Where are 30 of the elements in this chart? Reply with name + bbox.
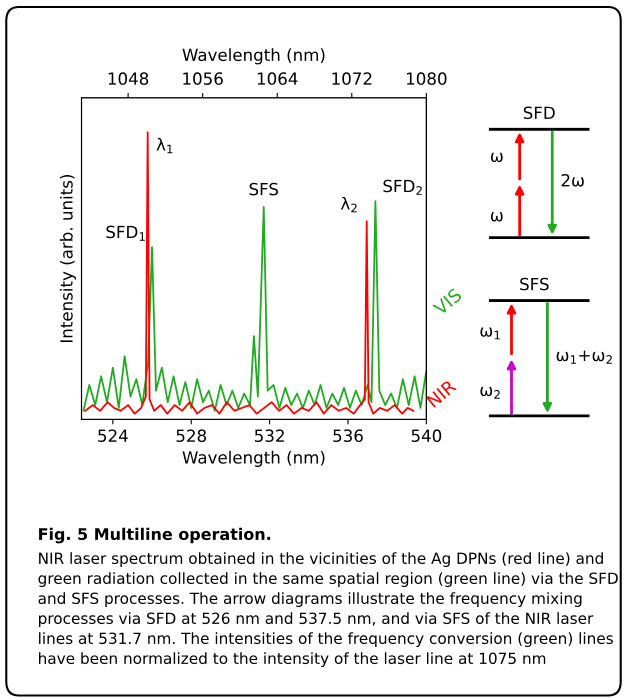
x2-axis-title: Wavelength (nm): [182, 48, 324, 64]
text: ω: [490, 152, 503, 162]
text: NIR: [426, 378, 457, 408]
text: SFD: [524, 106, 555, 120]
x-tick-label: 532: [254, 429, 284, 442]
y-axis-title: Intensity (arb. units): [60, 175, 76, 342]
text: ω: [490, 212, 503, 222]
caption: Fig. 5 Multiline operation.: [39, 528, 270, 544]
x2-tick-label: 1056: [183, 72, 223, 85]
x-tick-label: 528: [176, 429, 206, 442]
x2-tick-label: 1048: [108, 72, 148, 85]
x-axis-title: Wavelength (nm): [182, 450, 324, 467]
x-tick-label: 536: [333, 429, 363, 442]
x-tick-label: 524: [98, 429, 128, 442]
annotation: λ$_{1}$: [156, 138, 172, 154]
text: ω$_{1}$+ω$_{2}$: [556, 350, 612, 364]
annotation: λ$_{2}$: [340, 196, 357, 212]
text: 2ω: [562, 174, 584, 187]
text: ω$_{1}$: [480, 327, 500, 340]
annotation: SFD$_{2}$: [383, 180, 422, 195]
text: ω$_{2}$: [480, 386, 500, 399]
annotation: SFS: [250, 182, 278, 196]
x2-tick-label: 1064: [258, 72, 298, 85]
x-tick-label: 540: [412, 429, 442, 442]
text: SFS: [520, 278, 549, 290]
annotation: SFD$_{1}$: [106, 226, 145, 241]
x2-tick-label: 1072: [332, 72, 372, 85]
x2-tick-label: 1080: [406, 72, 446, 85]
text: VIS: [432, 288, 462, 316]
text: NIR laser spectrum obtained in the vicinities of the Ag DPNs (red line) and green radiation collected in the same spatial region (green line) via the SFD and SFS processes. The arrow diagrams illustrate the frequency mixing processes via SFD at 526 nm and 537.5 nm, and via SFS of the NIR laser lines at 531.7 nm. The intensities of the frequency conversion (green) lines have been normalized to the intensity of the laser line at 1075 nm: [38, 552, 618, 668]
